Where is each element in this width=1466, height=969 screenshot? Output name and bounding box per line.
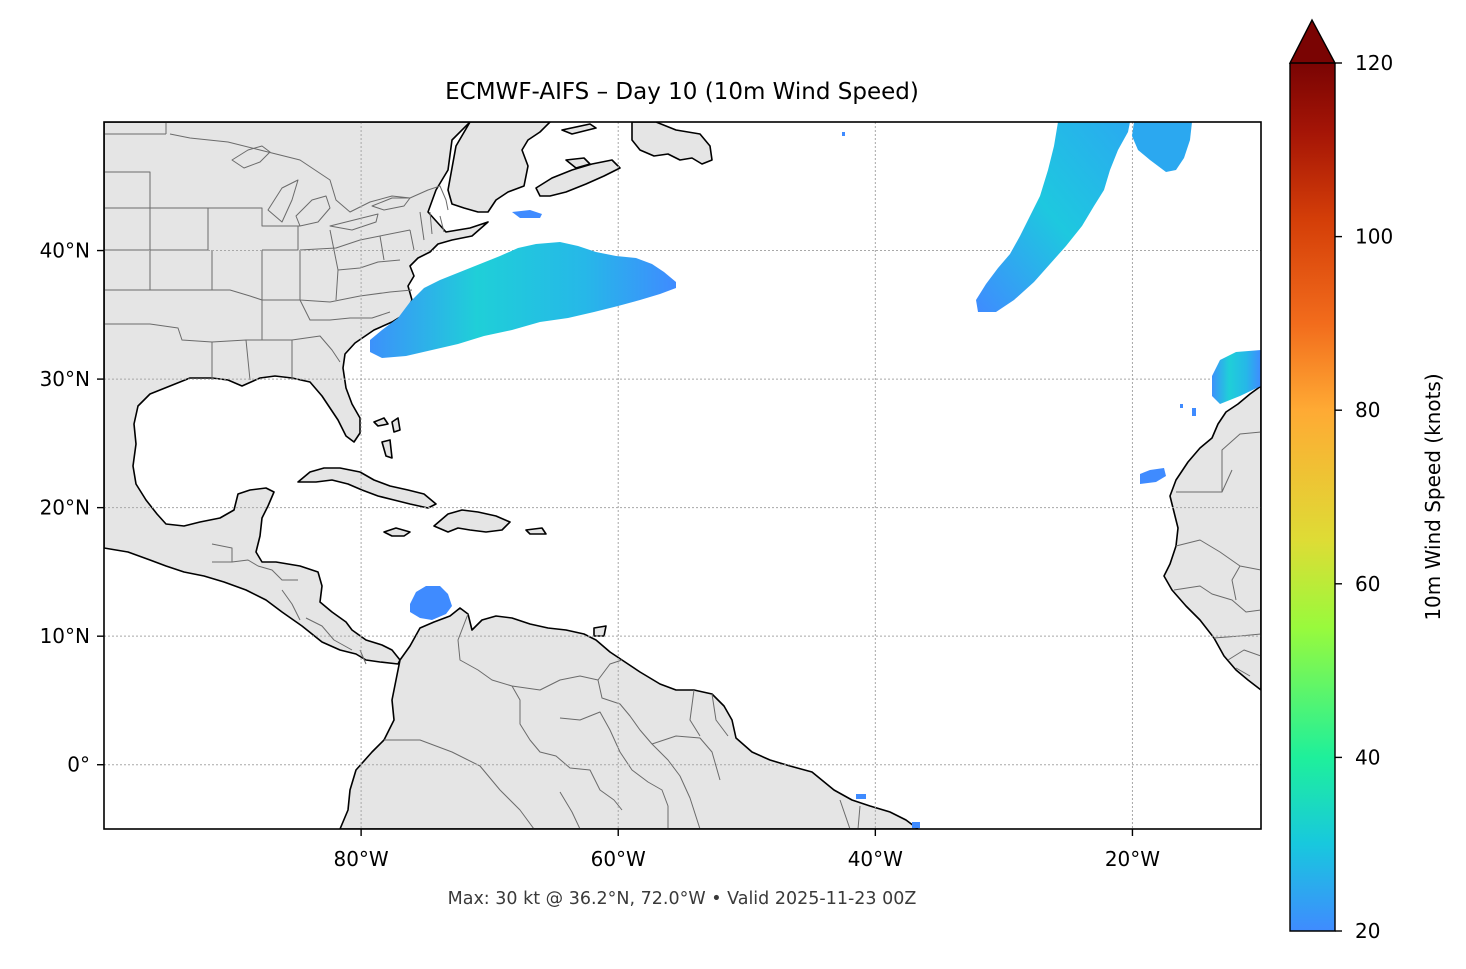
trinidad-land — [593, 625, 607, 637]
wind-area-western-atlantic-jet — [370, 242, 676, 358]
bahamas-land-3 — [381, 439, 393, 459]
us-state-lines-3 — [104, 299, 391, 381]
us-canada-border — [104, 122, 449, 213]
wind-area-southern-caribbean — [410, 586, 452, 620]
colorbar-ticks: 20 40 60 80 100 120 — [1335, 51, 1393, 943]
puerto-rico-land — [525, 527, 547, 535]
gridlines — [104, 122, 1261, 829]
us-state-lines-4 — [329, 211, 445, 301]
wind-area-northeast-atlantic-band — [976, 122, 1130, 312]
wind-area-northeast-atlantic-tail — [1132, 122, 1192, 172]
africa-land — [1163, 385, 1261, 691]
wind-area-gulf-of-maine — [512, 210, 542, 218]
lat-tick-label-3: 10°N — [40, 624, 90, 648]
footer-caption: Max: 30 kt @ 36.2°N, 72.0°W • Valid 2025… — [448, 889, 917, 909]
newfoundland-land — [631, 122, 713, 165]
map-panel — [104, 122, 1261, 829]
colorbar-tick-label-5: 120 — [1355, 51, 1393, 75]
lat-tick-label-1: 30°N — [40, 367, 90, 391]
colorbar-extend-arrow — [1288, 18, 1337, 64]
pei-land — [565, 157, 591, 169]
land — [104, 122, 1261, 829]
colorbar-label: 10m Wind Speed (knots) — [1421, 373, 1445, 620]
wind-speck-2 — [1192, 408, 1196, 416]
colorbar-tick-label-4: 100 — [1355, 225, 1393, 249]
wind-speck-4 — [856, 794, 866, 799]
colorbar-tick-label-0: 20 — [1355, 919, 1380, 943]
lat-tick-label-2: 20°N — [40, 496, 90, 520]
mexico-borders — [211, 543, 367, 665]
south-america-land — [339, 607, 919, 829]
colorbar-tick-label-2: 60 — [1355, 572, 1380, 596]
colorbar: 20 40 60 80 100 120 10m Wind Speed (knots) — [1288, 18, 1445, 943]
maritimes-land — [447, 122, 551, 213]
colorbar-tick-label-1: 40 — [1355, 745, 1380, 769]
nova-scotia-land — [535, 159, 621, 197]
lon-tick-label-0: 80°W — [333, 847, 388, 871]
wind-area-cape-verde — [1140, 468, 1166, 484]
lon-tick-label-1: 60°W — [591, 847, 646, 871]
map-frame — [103, 121, 1262, 830]
wind-speck-5 — [912, 822, 920, 828]
latitude-axis: 40°N 30°N 20°N 10°N 0° — [40, 239, 104, 777]
bahamas-land-2 — [391, 417, 401, 433]
anticosti-land — [561, 123, 597, 135]
wind-speck-3 — [842, 132, 845, 136]
bahamas-land-1 — [373, 417, 389, 427]
colorbar-tick-label-3: 80 — [1355, 398, 1380, 422]
lon-tick-label-2: 40°W — [848, 847, 903, 871]
hispaniola-land — [433, 509, 511, 533]
lat-tick-label-0: 40°N — [40, 239, 90, 263]
wind-area-canary-islands — [1212, 350, 1261, 404]
longitude-axis: 80°W 60°W 40°W 20°W — [333, 829, 1160, 871]
jamaica-land — [383, 527, 411, 537]
north-america-land — [104, 122, 489, 665]
lat-tick-label-4: 0° — [67, 753, 90, 777]
colorbar-outline — [1289, 63, 1336, 932]
great-lakes-outline — [231, 145, 411, 231]
lon-tick-label-3: 20°W — [1105, 847, 1160, 871]
wind-speck-1 — [1180, 404, 1183, 408]
map-title: ECMWF-AIFS – Day 10 (10m Wind Speed) — [445, 79, 919, 105]
political-borders — [104, 122, 1261, 829]
south-america-borders — [384, 613, 861, 829]
colorbar-gradient — [1290, 63, 1335, 931]
us-state-lines-1 — [104, 171, 213, 291]
wind-shading — [370, 122, 1261, 828]
cuba-land — [297, 467, 437, 509]
